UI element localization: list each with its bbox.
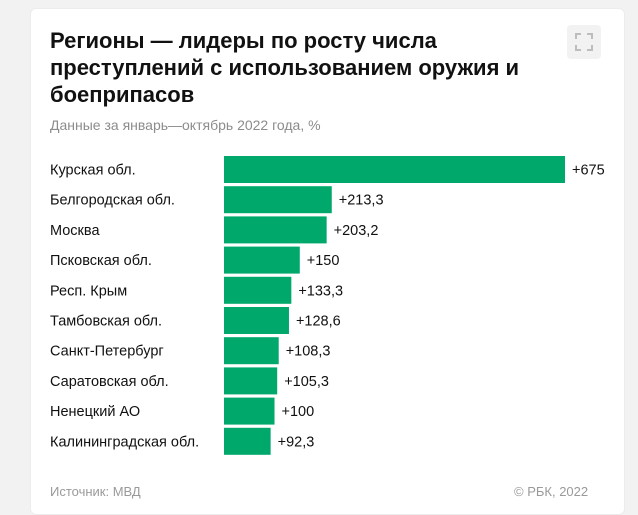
data-label: +150 bbox=[307, 253, 340, 269]
category-label: Курская обл. bbox=[50, 163, 136, 179]
expand-button[interactable] bbox=[567, 25, 601, 59]
category-label: Санкт-Петербург bbox=[50, 344, 164, 360]
category-label: Белгородская обл. bbox=[50, 193, 175, 209]
bar bbox=[224, 246, 300, 274]
category-label: Псковская обл. bbox=[50, 253, 152, 269]
source-note: Источник: МВД bbox=[50, 484, 141, 499]
data-label: +128,6 bbox=[296, 314, 341, 330]
bar bbox=[224, 367, 278, 395]
category-label: Респ. Крым bbox=[50, 283, 127, 299]
data-label: +108,3 bbox=[286, 344, 331, 360]
category-label: Тамбовская обл. bbox=[50, 314, 162, 330]
data-label: +213,3 bbox=[339, 193, 384, 209]
category-label: Калининградская обл. bbox=[50, 434, 199, 450]
data-label: +92,3 bbox=[278, 434, 315, 450]
bar bbox=[224, 276, 292, 304]
bar bbox=[224, 186, 332, 214]
data-label: +675 bbox=[572, 163, 605, 179]
bar bbox=[224, 397, 275, 425]
chart-subtitle: Данные за январь—октябрь 2022 года, % bbox=[50, 117, 321, 133]
bar bbox=[224, 307, 289, 334]
bar bbox=[224, 156, 565, 183]
category-label: Ненецкий АО bbox=[50, 404, 140, 420]
category-label: Москва bbox=[50, 223, 100, 239]
bar bbox=[224, 216, 327, 244]
data-label: +105,3 bbox=[284, 374, 329, 390]
chart-card bbox=[30, 8, 625, 515]
category-label: Саратовская обл. bbox=[50, 374, 169, 390]
data-label: +100 bbox=[282, 404, 315, 420]
expand-icon bbox=[575, 33, 593, 51]
data-label: +203,2 bbox=[334, 223, 379, 239]
data-label: +133,3 bbox=[298, 283, 343, 299]
bar bbox=[224, 427, 271, 455]
copyright-note: © РБК, 2022 bbox=[514, 484, 589, 499]
bar bbox=[224, 337, 279, 365]
chart-title: Регионы — лидеры по росту числа преступл… bbox=[50, 28, 520, 107]
